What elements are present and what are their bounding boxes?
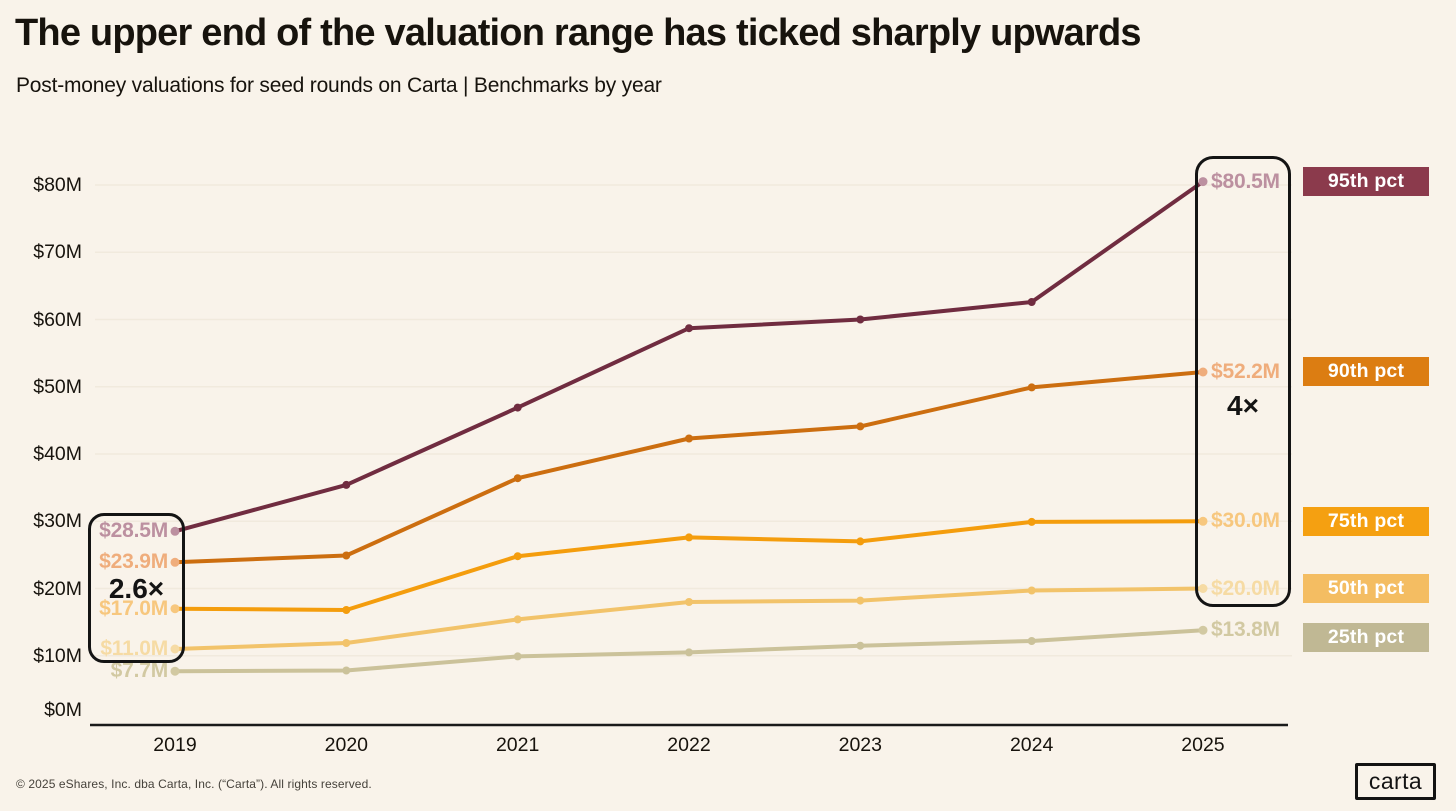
data-point [856,422,865,431]
data-point [513,652,522,661]
series-end-label: $52.2M [1211,359,1280,383]
series-line-95th-pct [173,179,1205,534]
data-point [342,480,351,489]
data-point [342,606,351,614]
data-point [685,533,693,542]
series-start-label: $17.0M [99,596,168,620]
y-tick-label: $10M [33,644,82,667]
x-tick-label: 2021 [495,734,540,756]
endpoint-marker [170,644,180,654]
y-tick-label: $30M [33,510,82,533]
endpoint-marker [170,557,180,567]
legend-badge-75th-pct: 75th pct [1303,506,1429,536]
data-point [685,434,693,443]
endpoint-marker [1198,516,1208,526]
data-point [856,315,865,324]
y-tick-label: $80M [33,174,82,196]
series-start-label: $23.9M [99,550,168,574]
x-tick-label: 2019 [153,734,197,756]
data-point [513,403,522,412]
y-tick-label: $70M [33,241,82,264]
series-end-label: $13.8M [1211,618,1280,642]
data-point [856,641,865,650]
data-point [513,615,522,624]
data-point [1027,637,1036,645]
endpoint-marker [170,666,180,676]
legend-badge-25th-pct: 25th pct [1303,622,1429,652]
data-point [856,537,865,546]
endpoint-marker [1198,367,1208,377]
series-start-label: $11.0M [100,637,168,661]
carta-logo-text: carta [1368,768,1423,794]
legend-badge-90th-pct: 90th pct [1303,357,1429,387]
y-tick-label: $60M [33,308,82,331]
legend-badge-50th-pct: 50th pct [1303,574,1429,603]
data-point [1027,517,1036,526]
copyright-note: © 2025 eShares, Inc. dba Carta, Inc. (“C… [16,777,372,791]
y-tick-label: $40M [33,443,82,465]
endpoint-marker [170,604,180,614]
x-tick-label: 2020 [324,734,369,756]
data-point [1027,298,1036,306]
annotation-label-start-multiple: 2.6× [108,573,165,604]
y-tick-label: $50M [33,375,82,398]
endpoint-marker [1198,584,1208,593]
data-point [685,598,693,606]
data-point [342,551,351,560]
data-point [1027,383,1036,392]
annotation-label-end-multiple: 4× [1227,390,1259,421]
data-point [342,639,351,647]
page-subtitle: Post-money valuations for seed rounds on… [16,74,662,97]
endpoint-marker [1198,625,1208,635]
series-end-label: $30.0M [1211,509,1280,533]
endpoint-marker [1198,177,1208,187]
data-point [513,474,522,483]
x-tick-label: 2023 [838,734,882,756]
data-point [513,552,522,561]
y-tick-label: $0M [44,699,82,721]
y-tick-label: $20M [33,577,82,600]
endpoint-marker [170,526,180,536]
data-point [1027,586,1036,595]
data-point [685,324,693,333]
x-tick-label: 2025 [1181,734,1225,756]
series-start-label: $7.7M [110,659,169,683]
data-point [856,596,865,605]
data-point [685,648,693,657]
data-point [342,666,351,675]
series-end-label: $20.0M [1211,576,1280,600]
legend-badge-95th-pct: 95th pct [1303,167,1429,197]
page-title: The upper end of the valuation range has… [15,12,1142,54]
series-end-label: $80.5M [1211,169,1280,193]
x-tick-label: 2024 [1009,734,1054,756]
x-tick-label: 2022 [667,734,711,756]
series-start-label: $28.5M [99,519,168,543]
carta-logo: carta [1355,763,1436,800]
